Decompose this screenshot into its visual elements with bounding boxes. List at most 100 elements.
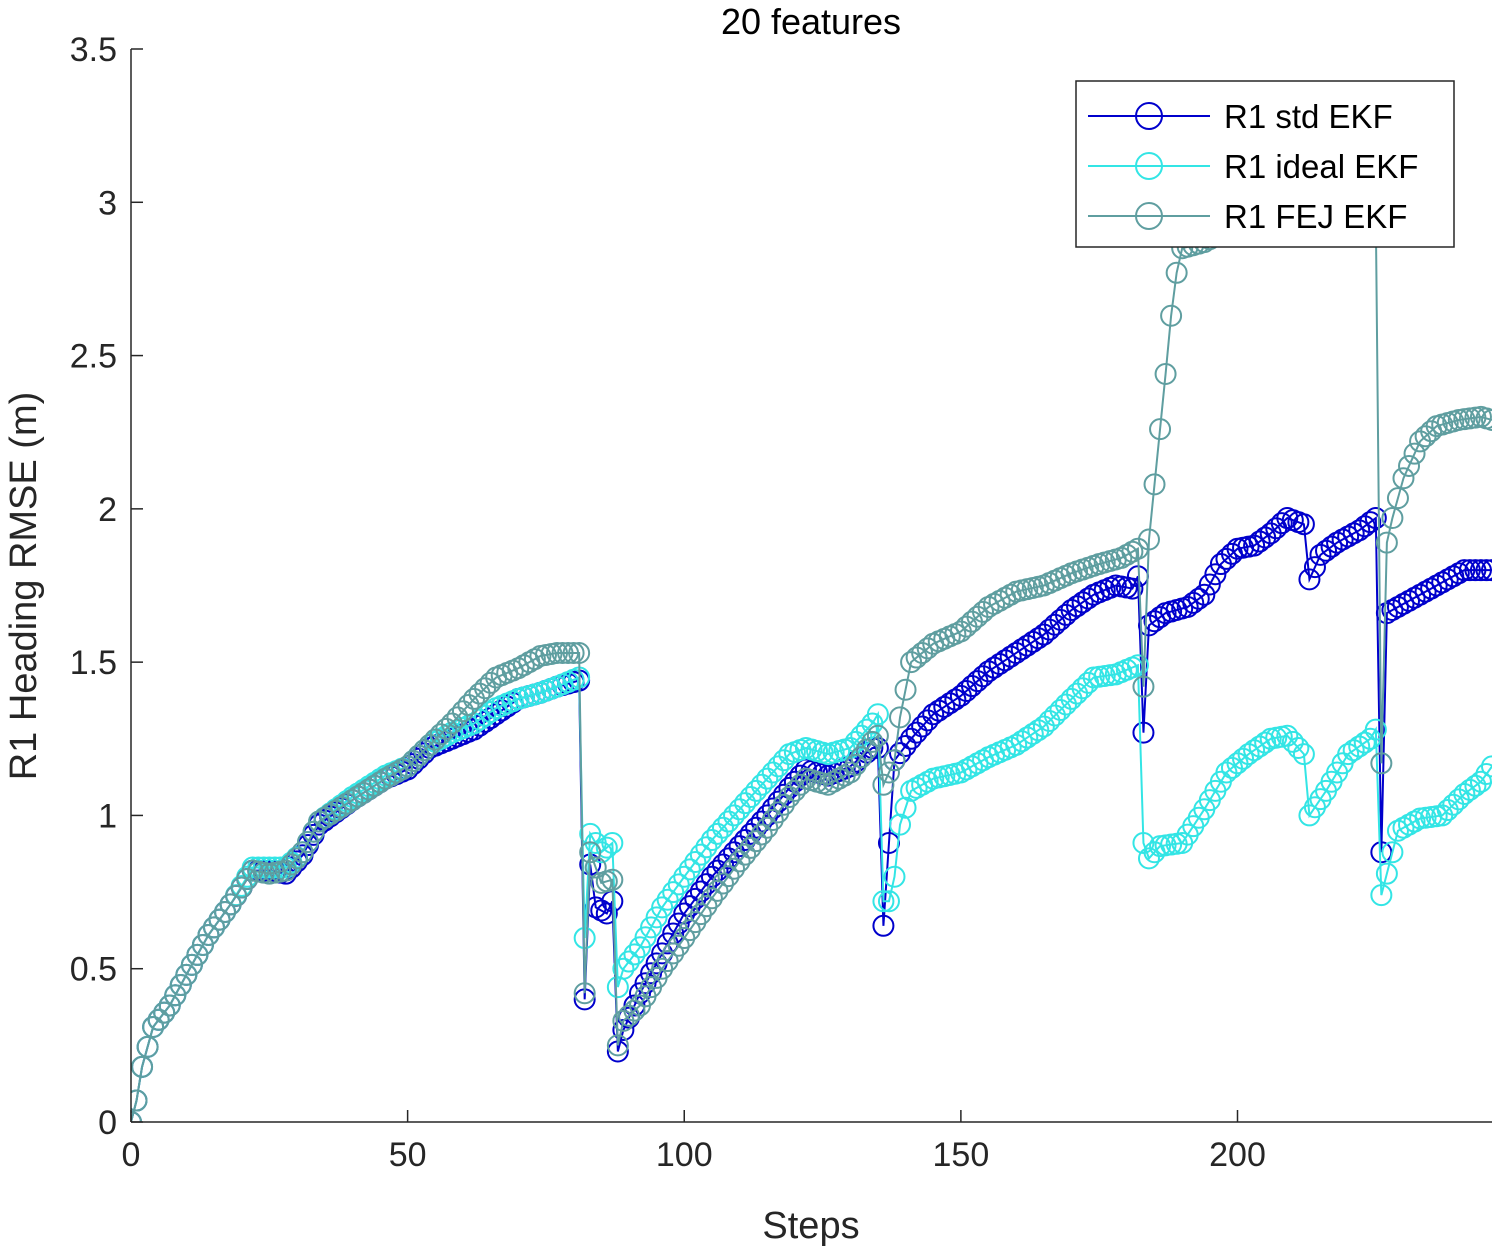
data-point <box>208 908 231 931</box>
data-point <box>883 865 906 888</box>
x-tick-label: 0 <box>122 1136 141 1174</box>
data-point <box>346 785 369 808</box>
data-point <box>252 856 275 879</box>
data-point <box>1392 592 1415 615</box>
data-point <box>1276 724 1299 747</box>
data-point <box>1481 755 1492 778</box>
data-point <box>817 773 840 796</box>
data-point <box>739 786 762 809</box>
data-point <box>1126 654 1149 677</box>
data-point <box>1425 574 1448 597</box>
data-point <box>689 880 712 903</box>
data-point <box>1381 507 1404 530</box>
data-point <box>1043 704 1066 727</box>
y-tick-label: 1.5 <box>70 644 117 682</box>
data-point <box>711 816 734 839</box>
data-point <box>1021 722 1044 745</box>
data-point <box>1010 730 1033 753</box>
data-point <box>1132 675 1155 698</box>
data-point <box>153 1001 176 1024</box>
data-point <box>1049 698 1072 721</box>
data-point <box>1055 603 1077 626</box>
x-tick-label: 100 <box>656 1136 713 1174</box>
data-point <box>142 1015 165 1038</box>
data-point <box>457 694 480 717</box>
legend-label: R1 ideal EKF <box>1224 148 1418 185</box>
data-point <box>1447 562 1470 585</box>
legend-marker <box>1135 152 1163 180</box>
data-point <box>1381 599 1404 622</box>
data-point <box>739 836 762 859</box>
data-point <box>446 706 469 729</box>
data-point <box>551 641 574 664</box>
data-point <box>894 678 917 701</box>
data-point <box>1326 531 1349 554</box>
data-point <box>285 847 308 870</box>
data-point <box>656 950 679 973</box>
data-point <box>313 806 336 829</box>
data-point <box>1303 556 1326 579</box>
data-point <box>297 831 320 853</box>
data-point <box>999 645 1022 668</box>
data-point <box>557 641 580 664</box>
data-point <box>889 706 912 729</box>
data-point <box>357 778 380 801</box>
data-point <box>385 761 408 784</box>
data-point <box>523 648 546 671</box>
data-point <box>374 767 397 790</box>
data-point <box>1232 747 1255 770</box>
y-tick-label: 3 <box>98 184 117 222</box>
data-point <box>905 721 928 744</box>
data-point <box>579 841 602 864</box>
data-point <box>568 641 591 664</box>
data-point <box>1132 721 1155 744</box>
data-point <box>1187 587 1210 610</box>
data-point <box>972 665 995 688</box>
data-point <box>1281 730 1304 753</box>
data-point <box>1386 595 1409 618</box>
data-point <box>689 843 712 866</box>
data-point <box>905 776 928 799</box>
data-point <box>584 856 607 879</box>
data-point <box>1414 580 1437 603</box>
data-point <box>1353 515 1376 538</box>
data-point <box>1370 752 1393 775</box>
data-point <box>1016 726 1039 749</box>
x-tick-label: 150 <box>933 1136 990 1174</box>
data-point <box>1160 304 1183 327</box>
data-point <box>1370 841 1393 864</box>
data-point <box>368 771 391 794</box>
data-point <box>1420 577 1443 600</box>
data-point <box>1453 782 1476 805</box>
data-point <box>1337 525 1360 548</box>
y-tick-label: 1 <box>98 797 117 835</box>
y-tick-label: 2.5 <box>70 338 117 376</box>
data-point <box>1342 522 1365 545</box>
data-point <box>894 796 917 819</box>
data-point <box>1292 513 1315 536</box>
data-point <box>1398 454 1421 477</box>
data-point <box>1121 577 1144 600</box>
data-point <box>1469 770 1492 793</box>
data-point <box>1386 487 1409 510</box>
data-point <box>1176 595 1199 618</box>
data-point <box>772 793 795 816</box>
data-point <box>911 715 934 738</box>
y-tick-label: 3.5 <box>70 31 117 69</box>
data-point <box>678 895 701 918</box>
data-point <box>1248 530 1271 553</box>
data-point <box>1254 731 1277 754</box>
data-point <box>164 984 187 1007</box>
data-point <box>601 832 624 855</box>
data-point <box>1342 739 1365 762</box>
series-line <box>131 663 1492 1122</box>
legend-label: R1 FEJ EKF <box>1224 198 1407 235</box>
data-point <box>1315 539 1338 562</box>
data-point <box>700 887 723 910</box>
data-point <box>1392 467 1415 490</box>
data-point <box>983 656 1006 679</box>
data-point <box>861 730 884 753</box>
data-point <box>1137 528 1160 551</box>
data-point <box>319 803 342 826</box>
data-point <box>1353 731 1376 754</box>
